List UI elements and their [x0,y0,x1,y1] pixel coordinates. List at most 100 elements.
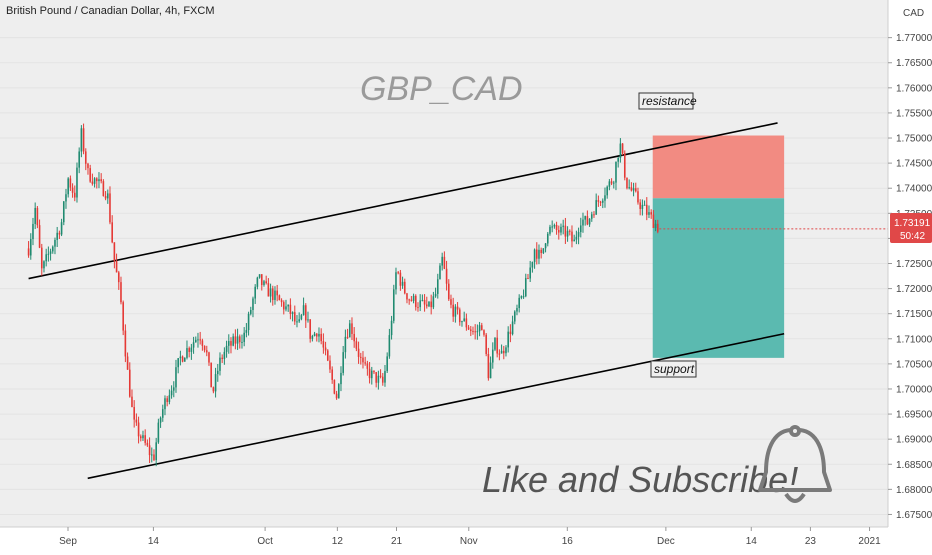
candle-body [144,435,146,443]
candle-body [302,305,305,316]
candle-body [258,274,261,278]
y-tick-label: 1.70000 [896,384,932,395]
candle-body [359,356,362,358]
x-tick-label: Oct [257,536,273,547]
candle-body [333,379,336,394]
candle-body [645,204,648,215]
candle-body [597,200,600,202]
candle-body [434,293,437,297]
candle-body [263,281,265,285]
candle-body [403,281,406,294]
candle-body [113,242,116,262]
candle-body [516,308,518,312]
candle-body [395,272,397,290]
candle-body [458,309,461,323]
candle-body [511,321,514,335]
candle-body [194,339,197,343]
candle-body [102,181,105,196]
candle-body [146,442,149,446]
candle-body [203,345,206,351]
candle-body [192,342,195,348]
candle-body [441,256,443,266]
y-tick-label: 1.75000 [896,134,932,145]
candle-body [227,341,230,346]
candle-body [49,251,52,254]
candle-body [346,336,349,338]
candle-body [234,336,237,344]
candle-body [221,357,223,359]
y-tick-label: 1.69500 [896,410,932,421]
support-tag: support [650,360,697,378]
candle-body [538,249,540,259]
candle-body [637,191,639,203]
candle-body [381,376,384,383]
candle-body [621,143,624,154]
candle-body [329,360,331,370]
candle-body [509,331,512,335]
candle-body [491,349,494,363]
candle-body [593,214,595,216]
candle-body [232,336,234,346]
candle-body [62,201,65,223]
candle-body [408,299,410,301]
candle-body [417,307,419,309]
candle-body [172,387,175,391]
candle-body [590,214,593,219]
candle-body [648,212,650,215]
candle-body [98,179,100,182]
candle-body [124,330,127,357]
candle-body [615,161,617,183]
candle-body [58,232,61,235]
candle-body [412,295,415,301]
candle-body [311,335,314,339]
candle-body [546,233,549,244]
candle-body [480,325,483,331]
candle-body [531,262,534,268]
stop-loss-zone [652,135,785,199]
candle-body [619,143,622,158]
y-tick-label: 1.70500 [896,359,932,370]
candle-body [69,178,72,188]
y-tick-label: 1.77000 [896,33,932,44]
candle-body [423,299,426,305]
candle-body [406,293,408,300]
candle-body [29,239,32,256]
candle-body [337,384,340,399]
candle-body [641,204,644,209]
candle-body [34,207,36,224]
countdown-value: 50:42 [900,231,925,242]
candle-body [175,367,177,388]
candle-body [133,407,135,420]
candle-body [568,230,571,232]
candle-body [300,315,303,320]
candle-body [155,442,157,460]
candle-body [368,368,371,379]
candle-body [575,236,578,240]
candle-body [533,249,536,263]
candle-body [630,187,633,191]
candle-body [390,320,393,336]
candle-body [588,218,591,225]
candle-body [252,298,254,310]
x-tick-label: 14 [148,536,160,547]
chart-title: British Pound / Canadian Dollar, 4h, FXC… [6,5,215,17]
candle-body [106,193,109,199]
candle-body [364,362,366,364]
candle-body [507,331,509,348]
candle-body [357,348,360,357]
take-profit-zone [652,198,785,358]
candle-body [276,290,278,296]
bell-icon [758,425,832,503]
candle-body [414,295,417,308]
candle-body [654,223,657,229]
candle-body [38,225,41,248]
candle-body [362,357,364,363]
candle-body [128,369,131,397]
last-price-value: 1.73191 [894,218,931,229]
candle-body [280,300,283,303]
candle-body [100,179,102,182]
candle-body [289,304,292,314]
candle-body [623,153,626,178]
candle-body [483,330,485,335]
y-tick-label: 1.76000 [896,83,932,94]
